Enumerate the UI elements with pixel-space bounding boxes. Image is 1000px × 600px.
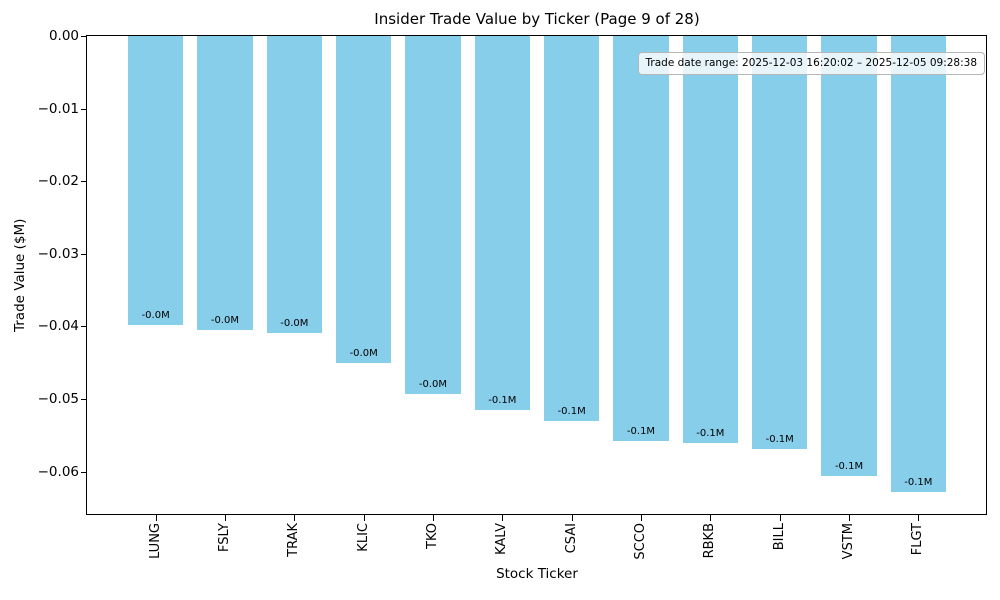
bar-BILL <box>751 36 808 450</box>
x-tick-label-KALV: KALV <box>494 522 510 555</box>
bar-value-label-VSTM: -0.1M <box>834 461 864 473</box>
x-tick-mark <box>918 514 920 521</box>
x-tick-mark <box>224 514 226 521</box>
bar-SCCO <box>613 36 669 442</box>
trade-date-range-annotation: Trade date range: 2025-12-03 16:20:02 – … <box>637 52 985 75</box>
x-tick-label-KLIC: KLIC <box>355 522 371 552</box>
x-tick-mark <box>779 514 781 521</box>
x-tick-label-FSLY: FSLY <box>216 522 232 552</box>
bar-FSLY <box>197 36 253 331</box>
chart-title: Insider Trade Value by Ticker (Page 9 of… <box>374 10 700 28</box>
y-tick-mark <box>81 253 87 255</box>
x-tick-mark <box>363 514 365 521</box>
y-tick-mark <box>81 108 87 110</box>
y-tick-label: −0.01 <box>37 100 79 117</box>
y-tick-mark <box>81 471 87 473</box>
bar-value-label-CSAI: -0.1M <box>557 405 586 417</box>
x-tick-label-BILL: BILL <box>771 522 787 550</box>
bar-value-label-TRAK: -0.0M <box>280 317 309 329</box>
x-tick-label-TRAK: TRAK <box>286 522 302 557</box>
bar-value-label-SCCO: -0.1M <box>626 426 656 438</box>
bar-value-label-FLGT: -0.1M <box>904 476 933 488</box>
x-tick-mark <box>294 514 296 521</box>
bar-value-label-KLIC: -0.0M <box>349 348 378 360</box>
y-tick-label: −0.03 <box>37 245 79 262</box>
bar-value-label-BILL: -0.1M <box>765 434 794 446</box>
bar-KLIC <box>335 36 392 364</box>
bar-RBKB <box>682 36 739 444</box>
x-tick-mark <box>710 514 712 521</box>
x-tick-label-VSTM: VSTM <box>841 522 857 559</box>
x-tick-mark <box>571 514 573 521</box>
y-tick-label: 0.00 <box>48 28 79 44</box>
bar-value-label-KALV: -0.1M <box>488 394 517 406</box>
x-tick-mark <box>155 514 157 521</box>
y-tick-label: −0.02 <box>37 173 79 190</box>
x-tick-label-LUNG: LUNG <box>147 522 163 559</box>
x-tick-label-SCCO: SCCO <box>633 522 648 560</box>
bar-TRAK <box>266 36 323 333</box>
x-tick-label-FLGT: FLGT <box>910 522 926 555</box>
y-tick-label: −0.05 <box>37 391 79 408</box>
bar-value-label-LUNG: -0.0M <box>141 309 170 321</box>
y-tick-label: −0.04 <box>37 318 79 335</box>
x-tick-mark <box>502 514 504 521</box>
y-tick-mark <box>81 36 87 37</box>
bar-CSAI <box>543 36 600 421</box>
x-tick-mark <box>849 514 851 521</box>
x-tick-label-TKO: TKO <box>424 522 440 549</box>
plot-area <box>86 35 987 515</box>
x-tick-mark <box>641 514 642 521</box>
bar-LUNG <box>127 36 184 325</box>
bar-value-label-FSLY: -0.0M <box>210 315 240 327</box>
y-tick-label: −0.06 <box>37 463 79 480</box>
bar-TKO <box>405 36 461 394</box>
x-axis-label: Stock Ticker <box>496 566 578 582</box>
y-tick-mark <box>81 399 87 401</box>
y-tick-mark <box>81 326 87 328</box>
x-tick-label-CSAI: CSAI <box>563 522 579 553</box>
bar-value-label-TKO: -0.0M <box>418 378 448 390</box>
x-tick-mark <box>432 514 434 521</box>
bar-KALV <box>474 36 531 410</box>
y-tick-mark <box>81 181 87 183</box>
bar-value-label-RBKB: -0.1M <box>696 428 725 440</box>
bar-VSTM <box>821 36 877 477</box>
bar-FLGT <box>890 36 947 492</box>
x-tick-label-RBKB: RBKB <box>702 522 718 558</box>
